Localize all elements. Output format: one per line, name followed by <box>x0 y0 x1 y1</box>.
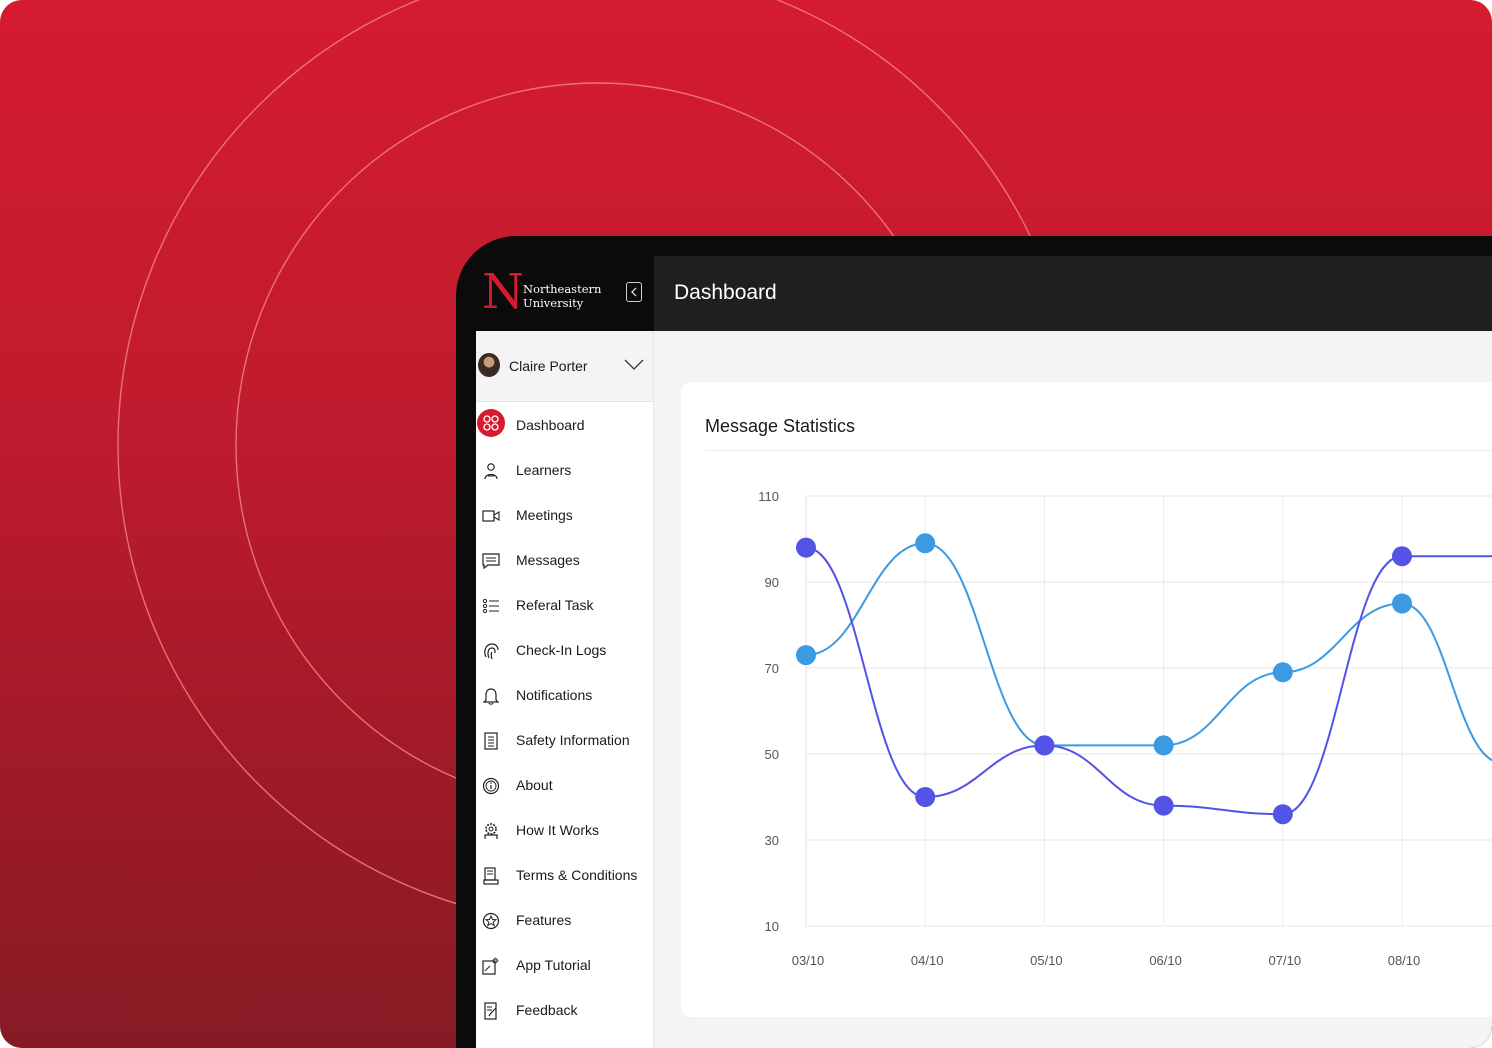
chart-title: Message Statistics <box>705 416 856 436</box>
series-line-2 <box>805 546 1492 816</box>
sidebar-item-label: Messages <box>516 552 580 568</box>
sidebar-item-app-tutorial[interactable]: App Tutorial <box>476 951 653 996</box>
collapse-sidebar-button[interactable] <box>626 282 642 302</box>
data-point <box>1272 662 1293 683</box>
dashboard-icon <box>477 409 505 437</box>
sidebar-item-label: Dashboard <box>516 417 585 433</box>
user-menu[interactable]: Claire Porter <box>476 331 653 402</box>
avatar <box>478 353 500 377</box>
gears-icon <box>480 820 502 842</box>
data-point <box>1153 795 1174 816</box>
message-icon <box>480 550 502 572</box>
video-icon <box>480 505 502 527</box>
chevron-down-icon[interactable] <box>624 359 644 371</box>
sidebar-item-label: Features <box>516 912 572 928</box>
sidebar-item-label: Notifications <box>516 687 593 703</box>
chevron-left-icon <box>631 287 637 297</box>
sidebar-item-how-it-works[interactable]: How It Works <box>476 816 653 861</box>
learner-icon <box>480 460 502 482</box>
sidebar-item-learners[interactable]: Learners <box>476 456 653 501</box>
sidebar-item-label: App Tutorial <box>516 957 591 973</box>
sidebar-item-dashboard[interactable]: Dashboard <box>476 409 653 456</box>
y-tick-label: 110 <box>758 489 779 504</box>
y-tick-label: 50 <box>765 747 779 762</box>
sidebar-item-label: Learners <box>516 462 572 478</box>
sidebar-item-label: About <box>516 777 553 793</box>
sidebar-item-notifications[interactable]: Notifications <box>476 681 653 726</box>
y-tick-label: 90 <box>765 575 779 590</box>
x-tick-label: 04/10 <box>911 953 944 968</box>
fingerprint-icon <box>480 640 502 662</box>
sidebar-item-label: Referal Task <box>516 597 594 613</box>
sidebar-item-label: Safety Information <box>516 732 630 748</box>
x-tick-label: 07/10 <box>1269 953 1302 968</box>
sidebar-item-label: Terms & Conditions <box>516 867 638 883</box>
svg-text:N: N <box>482 266 522 314</box>
info-icon <box>480 775 502 797</box>
tutorial-icon <box>480 955 502 977</box>
data-point <box>796 645 816 666</box>
brand-logo: N Northeastern University <box>476 256 654 331</box>
message-statistics-chart: 110 90 70 50 30 10 03/10 04/10 05/10 06/10 07/10 08… <box>758 489 1492 968</box>
sidebar-nav: Dashboard Learners Meetings <box>476 409 653 1041</box>
sidebar-item-terms-conditions[interactable]: Terms & Conditions <box>476 861 653 906</box>
y-tick-label: 10 <box>765 919 779 934</box>
data-point <box>915 787 936 807</box>
sidebar-item-features[interactable]: Features <box>476 906 653 951</box>
message-statistics-card: Message Statistics 110 90 70 50 30 10 03/10 04/… <box>681 382 1492 1017</box>
brand-name: Northeastern University <box>523 282 602 310</box>
x-tick-label: 05/10 <box>1030 953 1063 968</box>
divider <box>705 450 1492 451</box>
x-tick-label: 03/10 <box>792 953 825 968</box>
page-title: Dashboard <box>674 281 777 304</box>
app-screen: N Northeastern University Dashboard Clai… <box>476 256 1492 1048</box>
sidebar-item-referal-task[interactable]: Referal Task <box>476 591 653 636</box>
data-point <box>915 533 936 554</box>
sidebar: Claire Porter Dashboard Learners <box>476 331 654 1048</box>
northeastern-logo-icon: N <box>482 266 522 314</box>
sidebar-item-check-in-logs[interactable]: Check-In Logs <box>476 636 653 681</box>
sidebar-item-safety-information[interactable]: Safety Information <box>476 726 653 771</box>
terms-icon <box>480 865 502 887</box>
data-point <box>1034 735 1055 756</box>
feedback-icon <box>480 1000 502 1022</box>
x-tick-label: 06/10 <box>1149 953 1182 968</box>
sidebar-item-messages[interactable]: Messages <box>476 546 653 591</box>
y-tick-label: 70 <box>765 661 779 676</box>
sidebar-item-feedback[interactable]: Feedback <box>476 996 653 1041</box>
user-name: Claire Porter <box>509 358 588 374</box>
document-icon <box>480 730 502 752</box>
sidebar-item-label: Meetings <box>516 507 573 523</box>
star-icon <box>480 910 502 932</box>
series-line-1 <box>805 542 1492 762</box>
sidebar-item-label: How It Works <box>516 822 599 838</box>
bell-icon <box>480 685 502 707</box>
data-point <box>1272 804 1293 825</box>
data-point <box>1392 546 1412 567</box>
sidebar-item-label: Check-In Logs <box>516 642 607 658</box>
sidebar-item-meetings[interactable]: Meetings <box>476 501 653 546</box>
sidebar-item-label: Feedback <box>516 1002 578 1018</box>
data-point <box>1153 735 1174 756</box>
sidebar-item-about[interactable]: About <box>476 771 653 816</box>
data-point <box>1392 593 1412 614</box>
data-point <box>796 537 816 558</box>
y-tick-label: 30 <box>765 833 779 848</box>
list-icon <box>480 595 502 617</box>
top-header: Dashboard <box>654 256 1492 331</box>
x-tick-label: 08/10 <box>1388 953 1421 968</box>
